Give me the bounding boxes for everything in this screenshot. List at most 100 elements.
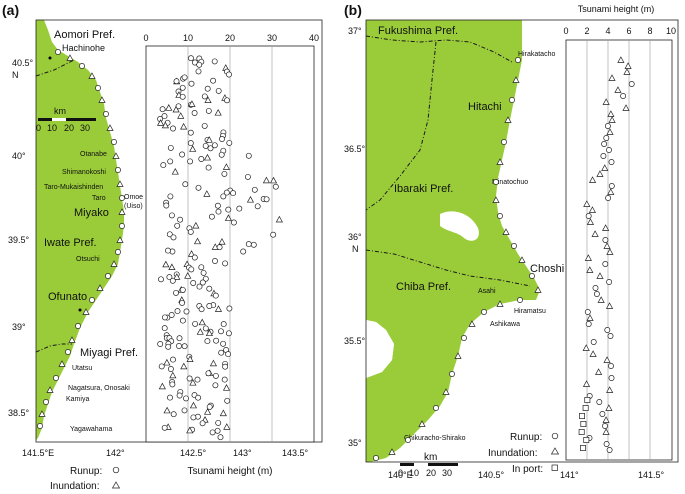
inundation-point [606, 128, 614, 135]
coast-inundation-marker [492, 196, 500, 203]
inundation-point [596, 272, 604, 279]
height-b-tick-2: 2 [584, 26, 589, 36]
inundation-point [606, 386, 614, 393]
lon-label-141-5: 141.5°E [22, 448, 54, 458]
inundation-point [605, 404, 613, 411]
coast-inundation-marker [496, 158, 504, 165]
coast-inundation-marker [106, 124, 114, 131]
runup-point [251, 186, 258, 193]
runup-point [191, 254, 198, 261]
inundation-point [614, 86, 622, 93]
place-otsuchi: Otsuchi [76, 256, 100, 263]
runup-point [190, 280, 197, 286]
runup-point [181, 74, 188, 81]
coast-runup-marker [75, 323, 81, 329]
runup-point [593, 291, 600, 297]
place-taro-mukaishinden: Taro-Mukaishinden [44, 184, 103, 191]
inundation-point [591, 230, 599, 237]
runup-point [226, 305, 233, 312]
runup-point [170, 356, 176, 363]
runup-point [174, 308, 181, 315]
inundation-point [269, 176, 278, 184]
coast-inundation-marker [38, 410, 46, 417]
panel-b-boundary-ibaraki-chiba [365, 249, 531, 287]
runup-point [198, 264, 205, 271]
coast-inundation-marker [388, 448, 396, 455]
coast-inundation-marker [496, 300, 504, 307]
coast-runup-marker [517, 297, 523, 303]
runup-point [215, 208, 222, 215]
inundation-point [214, 305, 223, 312]
height-b-tick-6: 6 [626, 26, 631, 36]
runup-point [245, 241, 252, 248]
runup-point [201, 93, 208, 100]
panel-a-land [36, 20, 124, 440]
scale-tick-0: 0 [36, 123, 41, 133]
place-hachinohe: Hachinohe [62, 43, 105, 53]
runup-point [179, 84, 186, 91]
scale-title-b: km [424, 452, 437, 463]
coast-inundation-marker [518, 256, 526, 263]
runup-point [188, 80, 195, 87]
runup-point [167, 144, 174, 151]
runup-point [602, 261, 609, 267]
runup-point [176, 335, 183, 342]
place-hiramatsu: Hiramatsu [514, 308, 546, 315]
runup-point [159, 106, 166, 113]
runup-point [220, 340, 227, 347]
coast-inundation-marker [454, 352, 462, 359]
runup-point [186, 375, 193, 382]
legend-b-inport-symbol [551, 464, 558, 471]
runup-point [608, 363, 614, 369]
runup-point [205, 164, 212, 171]
legend-inundation-label: Inundation: [50, 481, 100, 492]
coast-runup-marker [433, 405, 439, 411]
runup-point [220, 321, 227, 328]
runup-point [600, 153, 607, 159]
runup-point [174, 222, 181, 229]
runup-point [187, 129, 194, 136]
panel-a-lon-axis: 141.5°E 142° 142.5° 143° 143.5° [22, 448, 309, 458]
lon-label-140-5: 140.5° [478, 470, 505, 480]
runup-point [222, 260, 229, 267]
scale-bar-b-solid [400, 463, 458, 466]
runup-point [604, 327, 611, 333]
runup-point [179, 286, 186, 293]
coast-runup-marker [37, 423, 43, 429]
place-shimanokoshi: Shimanokoshi [62, 169, 106, 176]
runup-point [226, 71, 232, 78]
panel-b-height-ticks: 0 2 4 6 8 10 [563, 26, 676, 36]
panel-b-height-plot-box [565, 39, 673, 461]
inundation-point [209, 359, 218, 367]
lon-label-142: 142° [106, 448, 125, 458]
inport-point [584, 397, 591, 403]
place-yagawahama: Yagawahama [70, 426, 112, 433]
runup-point [187, 140, 194, 147]
inundation-point [602, 416, 610, 423]
coast-runup-marker [65, 349, 71, 355]
inundation-point [173, 273, 181, 280]
lat-label-36: 36° [348, 232, 362, 242]
runup-point [170, 234, 177, 241]
runup-point [176, 392, 183, 399]
coast-runup-marker [89, 297, 95, 303]
runup-point [599, 411, 606, 417]
runup-point [608, 183, 615, 189]
runup-point [245, 152, 252, 159]
runup-point [160, 162, 167, 169]
lat-label-35-5: 35.5° [344, 336, 366, 346]
inundation-point [602, 224, 610, 231]
lat-label-35: 35° [348, 438, 362, 448]
coast-inundation-marker [68, 336, 76, 343]
inport-point [580, 421, 587, 427]
lon-label-141-5: 141.5° [638, 470, 665, 480]
place-choshi: Choshi [530, 263, 564, 275]
panel-a: (a) 40.5° N 40° 39.5° 39° 38.5° 141.5°E … [2, 2, 323, 492]
runup-point [210, 77, 217, 84]
panel-b-lake [440, 211, 479, 241]
coast-inundation-marker [46, 386, 54, 393]
place-ofunato: Ofunato [48, 291, 87, 303]
inundation-point [222, 163, 230, 170]
coast-inundation-marker [418, 420, 426, 427]
runup-point [602, 423, 608, 429]
